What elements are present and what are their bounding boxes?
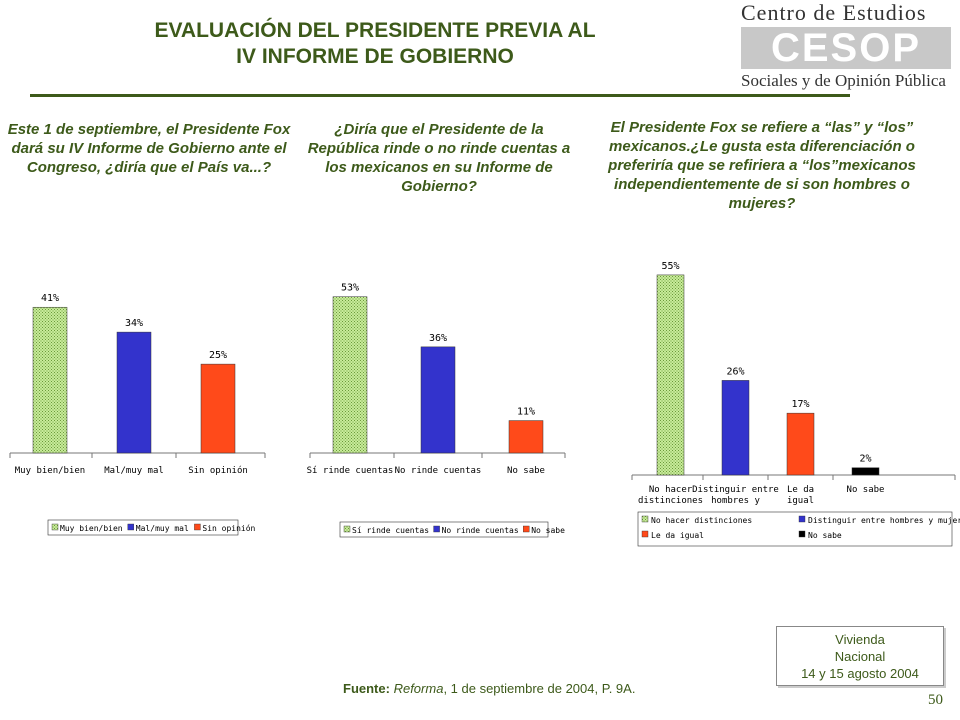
chart-1-legend-swatch (194, 523, 201, 531)
chart-3-data-label: 17% (791, 399, 809, 410)
chart-3-legend-swatch (798, 515, 806, 523)
question-3: El Presidente Fox se refiere a “las” y “… (608, 119, 916, 212)
cesop-logo: Centro de Estudios CESOP Sociales y de O… (735, 0, 960, 96)
chart-1-legend-box (47, 519, 239, 536)
chart-3-data-label: 26% (726, 366, 744, 377)
chart-2-category-label: No sabe (507, 466, 545, 476)
source-label: Fuente: (343, 681, 390, 696)
chart-3-legend-box (637, 511, 953, 547)
page-number: 50 (928, 692, 943, 708)
chart-3-legend-label: No sabe (808, 531, 842, 540)
chart-2-legend-swatch (343, 525, 351, 533)
chart-1-bar (32, 306, 68, 454)
logo-mark: CESOP (741, 27, 951, 69)
chart-3-legend-label: Le da igual (651, 531, 704, 540)
chart-3-data-label: 2% (859, 454, 871, 465)
chart-1-legend-swatch (51, 523, 59, 531)
chart-3-category-label: Distinguir entre (692, 485, 779, 495)
chart-2-data-label: 36% (429, 333, 447, 344)
logo-line-2: Sociales y de Opinión Pública (741, 71, 946, 90)
chart-1-legend-label: Mal/muy mal (136, 524, 189, 533)
chart-1-legend-swatch (127, 523, 135, 531)
survey-note: Vivienda Nacional 14 y 15 agosto 2004 (776, 626, 944, 686)
chart-3-legend-label: Distinguir entre hombres y mujeres (808, 516, 960, 525)
chart-1-bar (116, 331, 152, 454)
chart-2-bar (332, 296, 368, 454)
chart-3-bar (721, 380, 750, 476)
title-line-2: IV INFORME DE GOBIERNO (236, 45, 514, 68)
title-rule (30, 94, 850, 97)
chart-2-legend-swatch (523, 525, 530, 533)
chart-3-legend-label: No hacer distinciones (651, 516, 752, 525)
chart-3-category-label: igual (787, 496, 814, 506)
chart-2-bar (508, 420, 544, 454)
question-2: ¿Diría que el Presidente de la República… (307, 121, 571, 195)
chart-2-legend-box (339, 521, 549, 538)
chart-2-legend-label: Sí rinde cuentas (352, 526, 429, 535)
chart-1-data-label: 25% (209, 350, 227, 361)
page-title: EVALUACIÓN DEL PRESIDENTE PREVIA AL IV I… (70, 18, 680, 70)
chart-1-legend-label: Sin opinión (202, 523, 255, 533)
chart-2-legend-swatch (433, 525, 440, 533)
logo-line-1: Centro de Estudios (741, 0, 927, 25)
chart-2-data-label: 53% (341, 283, 359, 294)
chart-1-data-label: 34% (125, 318, 143, 329)
chart-2-data-label: 11% (517, 407, 535, 418)
chart-2-legend-label: No sabe (531, 526, 565, 535)
chart-3-legend-swatch (641, 530, 649, 538)
chart-3-bar (786, 412, 815, 476)
chart-1-category-label: Mal/muy mal (104, 466, 164, 476)
title-line-1: EVALUACIÓN DEL PRESIDENTE PREVIA AL (154, 19, 596, 42)
chart-3-legend-swatch (798, 530, 806, 538)
chart-3-category-label: distinciones (638, 496, 703, 506)
logo-mark-text: CESOP (770, 26, 922, 70)
note-line-1: Vivienda (835, 632, 885, 647)
chart-3-bar (656, 274, 685, 476)
chart-3-category-label: No hacer (649, 485, 693, 495)
chart-1-category-label: Sin opinión (188, 465, 248, 476)
source-detail: , 1 de septiembre de 2004, P. 9A. (443, 681, 636, 696)
source-note: Fuente: Reforma, 1 de septiembre de 2004… (343, 681, 635, 696)
note-line-2: Nacional (834, 649, 886, 664)
chart-1-data-label: 41% (41, 293, 59, 304)
source-publication: Reforma (393, 681, 444, 696)
chart-3-data-label: 55% (661, 261, 679, 272)
chart-3-legend-swatch (641, 515, 649, 523)
chart-1-bar (200, 363, 236, 454)
chart-3-category-label: hombres y (711, 496, 760, 506)
chart-2-category-label: Sí rinde cuentas (307, 466, 394, 476)
chart-3-category-label: No sabe (847, 485, 885, 495)
chart-1-legend-label: Muy bien/bien (60, 524, 123, 533)
chart-2-legend-label: No rinde cuentas (442, 526, 519, 535)
question-1: Este 1 de septiembre, el Presidente Fox … (7, 121, 291, 176)
chart-2-bar (420, 346, 456, 454)
chart-3-category-label: Le da (787, 485, 814, 495)
chart-2-category-label: No rinde cuentas (395, 466, 482, 476)
chart-1-category-label: Muy bien/bien (15, 466, 85, 476)
chart-3-bar (851, 467, 880, 476)
note-line-3: 14 y 15 agosto 2004 (801, 666, 919, 681)
